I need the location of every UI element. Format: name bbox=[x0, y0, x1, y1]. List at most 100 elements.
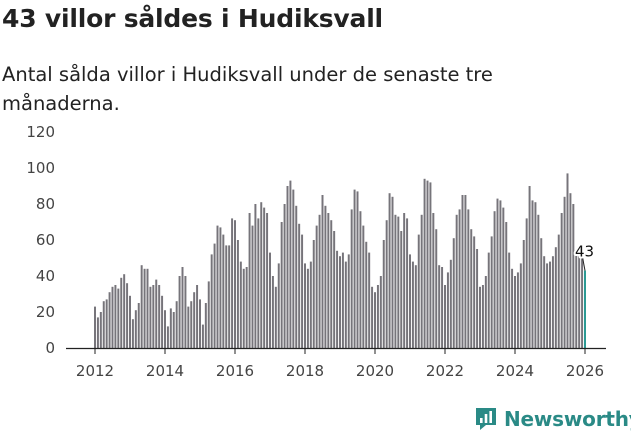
bar bbox=[397, 216, 400, 348]
x-tick-label: 2022 bbox=[426, 362, 464, 380]
bar bbox=[581, 258, 584, 348]
bar bbox=[391, 196, 394, 348]
bar bbox=[487, 252, 490, 348]
bar bbox=[231, 218, 234, 348]
bar bbox=[187, 306, 190, 348]
bar bbox=[531, 200, 534, 348]
bar bbox=[318, 214, 321, 348]
bar bbox=[155, 279, 158, 348]
bar bbox=[96, 317, 99, 348]
bar bbox=[274, 286, 277, 348]
bar bbox=[458, 209, 461, 348]
bar bbox=[519, 263, 522, 348]
bar bbox=[417, 234, 420, 348]
bar bbox=[493, 211, 496, 348]
bar bbox=[204, 303, 207, 348]
bar bbox=[385, 220, 388, 348]
bar bbox=[292, 189, 295, 348]
bar bbox=[540, 238, 543, 348]
chart-subtitle: Antal sålda villor i Hudiksvall under de… bbox=[2, 63, 493, 115]
bar bbox=[368, 252, 371, 348]
bar bbox=[511, 268, 514, 348]
bar bbox=[374, 292, 376, 348]
bar bbox=[347, 254, 350, 348]
bar bbox=[289, 180, 292, 348]
bar bbox=[251, 225, 254, 348]
bar bbox=[394, 214, 397, 348]
x-tick-label: 2014 bbox=[146, 362, 184, 380]
bar bbox=[525, 218, 528, 348]
bar bbox=[557, 234, 560, 348]
bar bbox=[365, 241, 368, 348]
bar bbox=[236, 240, 239, 348]
bar bbox=[423, 178, 426, 348]
bar bbox=[496, 198, 499, 348]
bar bbox=[175, 301, 178, 348]
x-tick-label: 2026 bbox=[566, 362, 604, 380]
bar bbox=[239, 261, 242, 348]
y-tick-label: 80 bbox=[36, 195, 55, 213]
bar bbox=[551, 256, 554, 348]
bar bbox=[441, 267, 444, 348]
bar bbox=[379, 276, 382, 348]
bar bbox=[432, 213, 435, 348]
x-tick-label: 2012 bbox=[76, 362, 114, 380]
chart-title: 43 villor såldes i Hudiksvall bbox=[2, 4, 383, 33]
bar bbox=[449, 259, 452, 348]
bar bbox=[543, 256, 546, 348]
bar bbox=[327, 213, 330, 348]
bar bbox=[435, 229, 438, 348]
bar bbox=[350, 209, 353, 348]
newsworthy-logo[interactable]: Newsworthy bbox=[474, 406, 631, 432]
bar bbox=[257, 218, 260, 348]
bar bbox=[120, 277, 123, 348]
bar bbox=[137, 303, 140, 348]
bar bbox=[481, 285, 484, 348]
bar bbox=[330, 220, 333, 348]
brand-name: Newsworthy bbox=[504, 407, 631, 431]
bar bbox=[438, 265, 441, 348]
bar bbox=[376, 285, 379, 348]
bar bbox=[169, 308, 172, 348]
bar bbox=[269, 252, 271, 348]
bar bbox=[117, 288, 120, 348]
bar bbox=[210, 254, 213, 348]
bar bbox=[461, 195, 464, 348]
bar bbox=[263, 207, 266, 348]
bar bbox=[470, 229, 473, 348]
bar bbox=[271, 276, 274, 348]
bar bbox=[426, 180, 429, 348]
bar bbox=[245, 267, 248, 348]
x-tick-label: 2020 bbox=[356, 362, 394, 380]
bar bbox=[146, 268, 149, 348]
bar bbox=[196, 285, 199, 348]
bar bbox=[102, 301, 105, 348]
bar bbox=[484, 276, 487, 348]
bar bbox=[152, 285, 155, 348]
bar bbox=[446, 272, 449, 348]
bar bbox=[409, 254, 411, 348]
x-tick-label: 2018 bbox=[286, 362, 324, 380]
bar bbox=[549, 261, 551, 348]
y-tick-label: 100 bbox=[26, 159, 55, 177]
bar bbox=[572, 204, 575, 348]
bar bbox=[560, 213, 563, 348]
bar bbox=[228, 245, 231, 348]
newsworthy-chart-icon bbox=[476, 408, 496, 430]
bar bbox=[546, 263, 549, 348]
bar bbox=[476, 249, 479, 348]
bar bbox=[414, 265, 417, 348]
bar bbox=[207, 281, 210, 348]
bar bbox=[411, 261, 414, 348]
bar bbox=[429, 182, 432, 348]
bar bbox=[333, 231, 336, 348]
bar bbox=[382, 240, 385, 348]
bar bbox=[193, 292, 196, 348]
bar bbox=[388, 193, 391, 348]
bar bbox=[166, 326, 169, 348]
bar bbox=[199, 299, 201, 348]
bar bbox=[341, 252, 344, 348]
bar-latest bbox=[584, 270, 586, 348]
bar bbox=[126, 283, 129, 348]
bar bbox=[190, 301, 193, 348]
